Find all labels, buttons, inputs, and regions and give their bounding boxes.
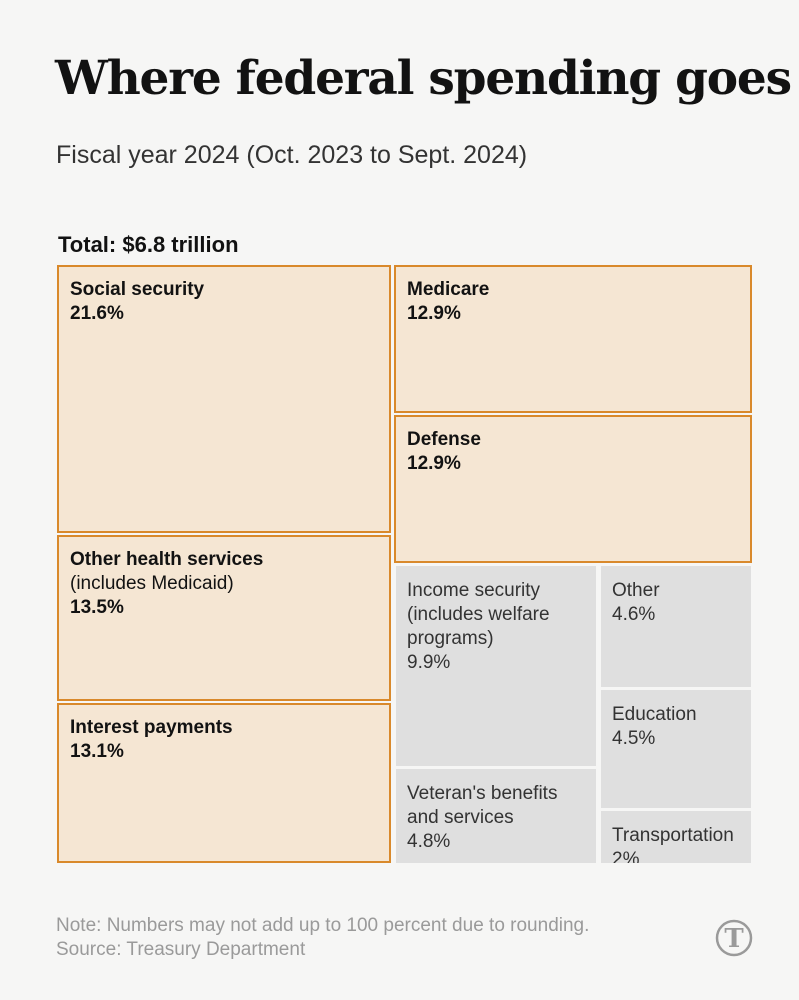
treemap-cell-veterans-benefits: Veteran's benefits and services 4.8% (396, 769, 596, 863)
cell-label: Other (612, 580, 660, 601)
footer-notes: Note: Numbers may not add up to 100 perc… (56, 914, 589, 962)
cell-value: 9.9% (407, 652, 451, 673)
treemap-cell-income-security: Income security (includes welfare progra… (396, 566, 596, 766)
nyt-t-logo-graphic: T (715, 919, 753, 957)
cell-value: 13.5% (70, 597, 124, 618)
treemap-cell-education: Education 4.5% (601, 690, 751, 808)
cell-value: 4.6% (612, 604, 656, 625)
cell-value: 13.1% (70, 741, 124, 762)
cell-sublabel: (includes Medicaid) (70, 573, 234, 594)
cell-value: 21.6% (70, 303, 124, 324)
cell-value: 4.5% (612, 728, 656, 749)
cell-label: Defense (407, 429, 481, 450)
cell-label: Income security (includes welfare progra… (407, 580, 550, 649)
treemap-cell-defense: Defense 12.9% (394, 415, 752, 563)
total-label: Total: $6.8 trillion (58, 232, 239, 257)
chart-title: Where federal spending goes (55, 51, 792, 106)
treemap-cell-medicare: Medicare 12.9% (394, 265, 752, 413)
cell-value: 2% (612, 849, 640, 863)
nyt-t-logo-icon: T (714, 918, 754, 958)
cell-value: 12.9% (407, 303, 461, 324)
cell-value: 4.8% (407, 831, 451, 852)
treemap-cell-interest-payments: Interest payments 13.1% (57, 703, 391, 863)
treemap-cell-other-health-services: Other health services (includes Medicaid)… (57, 535, 391, 701)
cell-label: Education (612, 704, 697, 725)
footnote: Note: Numbers may not add up to 100 perc… (56, 915, 590, 936)
treemap-cell-other: Other 4.6% (601, 566, 751, 687)
cell-label: Transportation (612, 825, 734, 846)
cell-label: Medicare (407, 279, 490, 300)
cell-value: 12.9% (407, 453, 461, 474)
source-line: Source: Treasury Department (56, 939, 306, 960)
cell-label: Interest payments (70, 717, 233, 738)
treemap-cell-transportation: Transportation 2% (601, 811, 751, 863)
chart-subtitle: Fiscal year 2024 (Oct. 2023 to Sept. 202… (56, 141, 528, 169)
svg-text:T: T (724, 924, 744, 954)
cell-label: Veteran's benefits and services (407, 783, 558, 828)
treemap-cell-social-security: Social security 21.6% (57, 265, 391, 533)
cell-label: Social security (70, 279, 205, 300)
cell-label: Other health services (70, 549, 264, 570)
